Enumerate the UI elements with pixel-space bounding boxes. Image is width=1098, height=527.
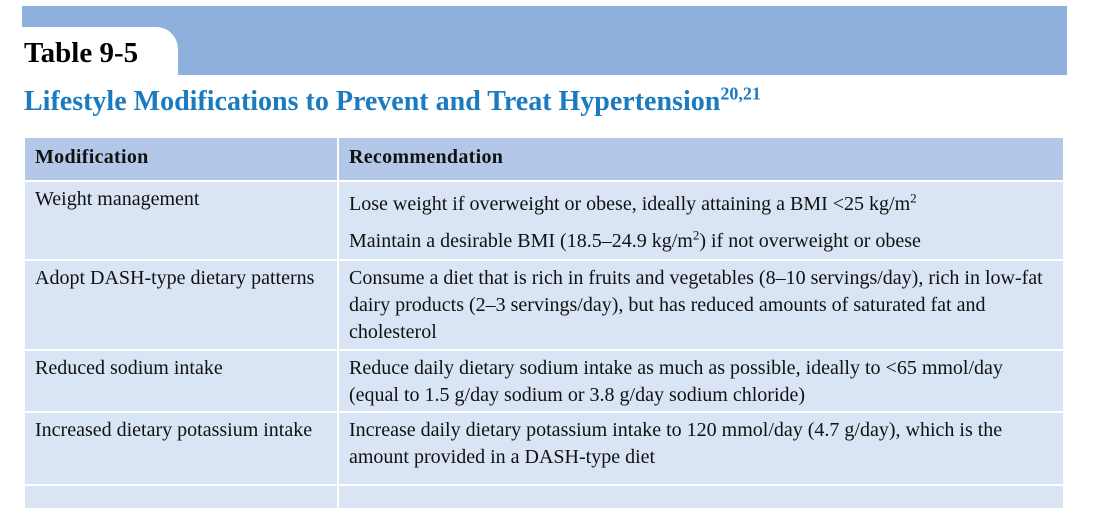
modification-cell: Reduced sodium intake [23,349,339,413]
modification-cell: Weight management [23,180,339,261]
column-header-modification: Modification [23,136,339,182]
recommendation-line: Lose weight if overweight or obese, idea… [349,190,917,215]
empty-cell [23,484,339,510]
table-row: Weight management Lose weight if overwei… [23,180,1065,261]
table-row: Increased dietary potassium intake Incre… [23,411,1065,486]
table-number: Table 9-5 [24,37,139,69]
table-row: Adopt DASH-type dietary patterns Consume… [23,259,1065,351]
header-row: Modification Recommendation [23,136,1065,182]
recommendation-cell: Lose weight if overweight or obese, idea… [337,180,1065,261]
modifications-table: Modification Recommendation Weight manag… [23,136,1065,510]
recommendation-cell: Consume a diet that is rich in fruits an… [337,259,1065,351]
modification-cell: Adopt DASH-type dietary patterns [23,259,339,351]
table-title: Lifestyle Modifications to Prevent and T… [24,83,761,118]
column-header-recommendation: Recommendation [337,136,1065,182]
table-label-tab [22,27,178,75]
empty-row [23,484,1065,510]
title-references: 20,21 [720,83,761,104]
empty-cell [337,484,1065,510]
recommendation-line: Maintain a desirable BMI (18.5–24.9 kg/m… [349,227,921,252]
recommendation-cell: Reduce daily dietary sodium intake as mu… [337,349,1065,413]
title-text: Lifestyle Modifications to Prevent and T… [24,86,721,117]
table-row: Reduced sodium intake Reduce daily dieta… [23,349,1065,413]
recommendation-cell: Increase daily dietary potassium intake … [337,411,1065,486]
header-band [22,6,1067,75]
modification-cell: Increased dietary potassium intake [23,411,339,486]
